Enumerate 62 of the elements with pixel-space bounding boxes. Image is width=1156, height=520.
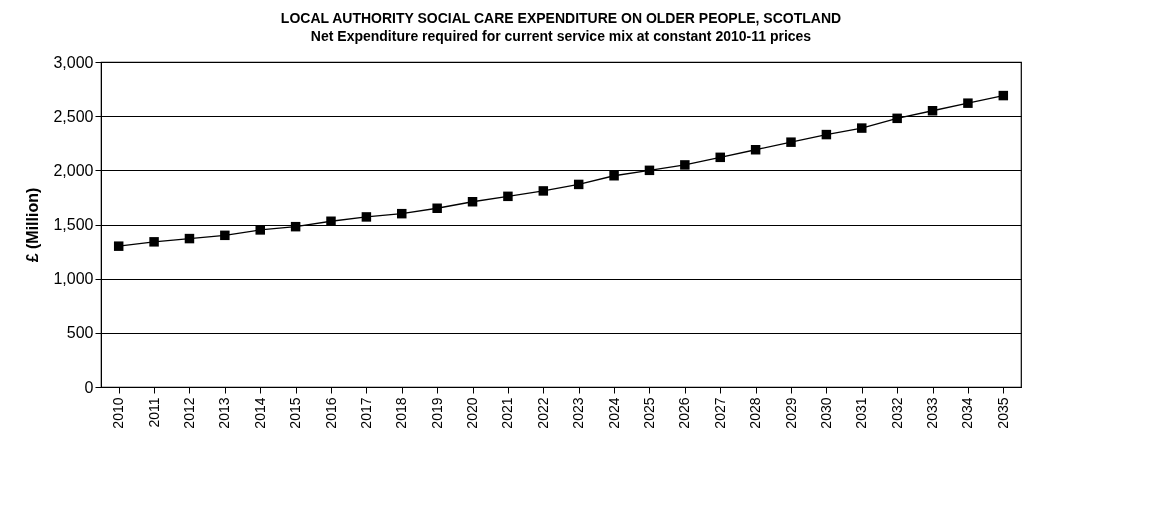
point xyxy=(821,129,832,140)
x-tick-label: 2022 xyxy=(534,397,551,429)
x-tick-label: 2019 xyxy=(428,397,445,429)
point xyxy=(963,98,973,108)
point xyxy=(326,216,336,226)
point xyxy=(680,160,690,170)
point xyxy=(149,237,159,247)
x-tick-label: 2021 xyxy=(499,397,516,429)
point xyxy=(503,191,513,202)
point xyxy=(750,145,761,155)
point xyxy=(573,179,584,190)
point xyxy=(467,197,478,207)
x-tick-label: 2032 xyxy=(888,397,905,429)
point xyxy=(609,171,619,181)
point xyxy=(220,230,230,241)
point xyxy=(644,165,655,176)
x-tick-label: 2023 xyxy=(570,397,587,429)
chart-subtitle: Net Expenditure required for current service mix at constant 2010-11 prices xyxy=(310,28,812,44)
y-tick-label: 1,500 xyxy=(53,216,94,233)
point xyxy=(184,233,195,244)
x-tick-label: 2015 xyxy=(287,397,304,429)
y-tick-label: 2,000 xyxy=(53,161,94,179)
x-tick-label: 2025 xyxy=(640,397,657,429)
point xyxy=(397,208,407,219)
x-tick-label: 2011 xyxy=(145,397,162,428)
y-tick-label: 3,000 xyxy=(53,53,94,71)
y-tick-label: 500 xyxy=(66,324,94,342)
point xyxy=(927,106,938,116)
point xyxy=(998,90,1009,101)
x-tick-label: 2026 xyxy=(676,397,693,429)
x-tick-label: 2028 xyxy=(747,397,764,429)
point xyxy=(255,225,265,235)
x-tick-label: 2016 xyxy=(322,397,339,429)
x-tick-label: 2024 xyxy=(605,397,622,429)
chart-title: LOCAL AUTHORITY SOCIAL CARE EXPENDITURE ON OLDER PEOPLE, SCOTLAND xyxy=(280,10,842,26)
point xyxy=(432,203,442,213)
x-tick-label: 2012 xyxy=(180,397,197,429)
point xyxy=(290,221,301,232)
x-tick-label: 2017 xyxy=(357,397,374,429)
point xyxy=(361,212,372,222)
x-tick-label: 2018 xyxy=(393,397,410,429)
y-tick-label: 2,500 xyxy=(53,107,94,125)
x-tick-label: 2013 xyxy=(216,397,233,429)
x-tick-label: 2030 xyxy=(817,397,834,429)
x-tick-label: 2020 xyxy=(464,397,481,429)
point xyxy=(892,113,902,124)
point xyxy=(113,241,124,251)
x-tick-label: 2029 xyxy=(782,397,799,429)
x-tick-label: 2014 xyxy=(251,397,268,429)
x-tick-label: 2035 xyxy=(994,397,1011,429)
x-tick-label: 2034 xyxy=(959,397,976,429)
x-tick-label: 2033 xyxy=(924,397,941,429)
y-axis-title: £ (Million) xyxy=(24,187,42,263)
point xyxy=(715,152,725,163)
y-tick-label: 0 xyxy=(84,378,94,396)
x-tick-label: 2010 xyxy=(110,397,127,429)
y-tick-label: 1,000 xyxy=(53,270,94,288)
x-tick-label: 2027 xyxy=(711,397,728,429)
x-tick-label: 2031 xyxy=(853,397,870,429)
point xyxy=(786,137,796,147)
point xyxy=(538,186,549,196)
point xyxy=(857,123,867,133)
